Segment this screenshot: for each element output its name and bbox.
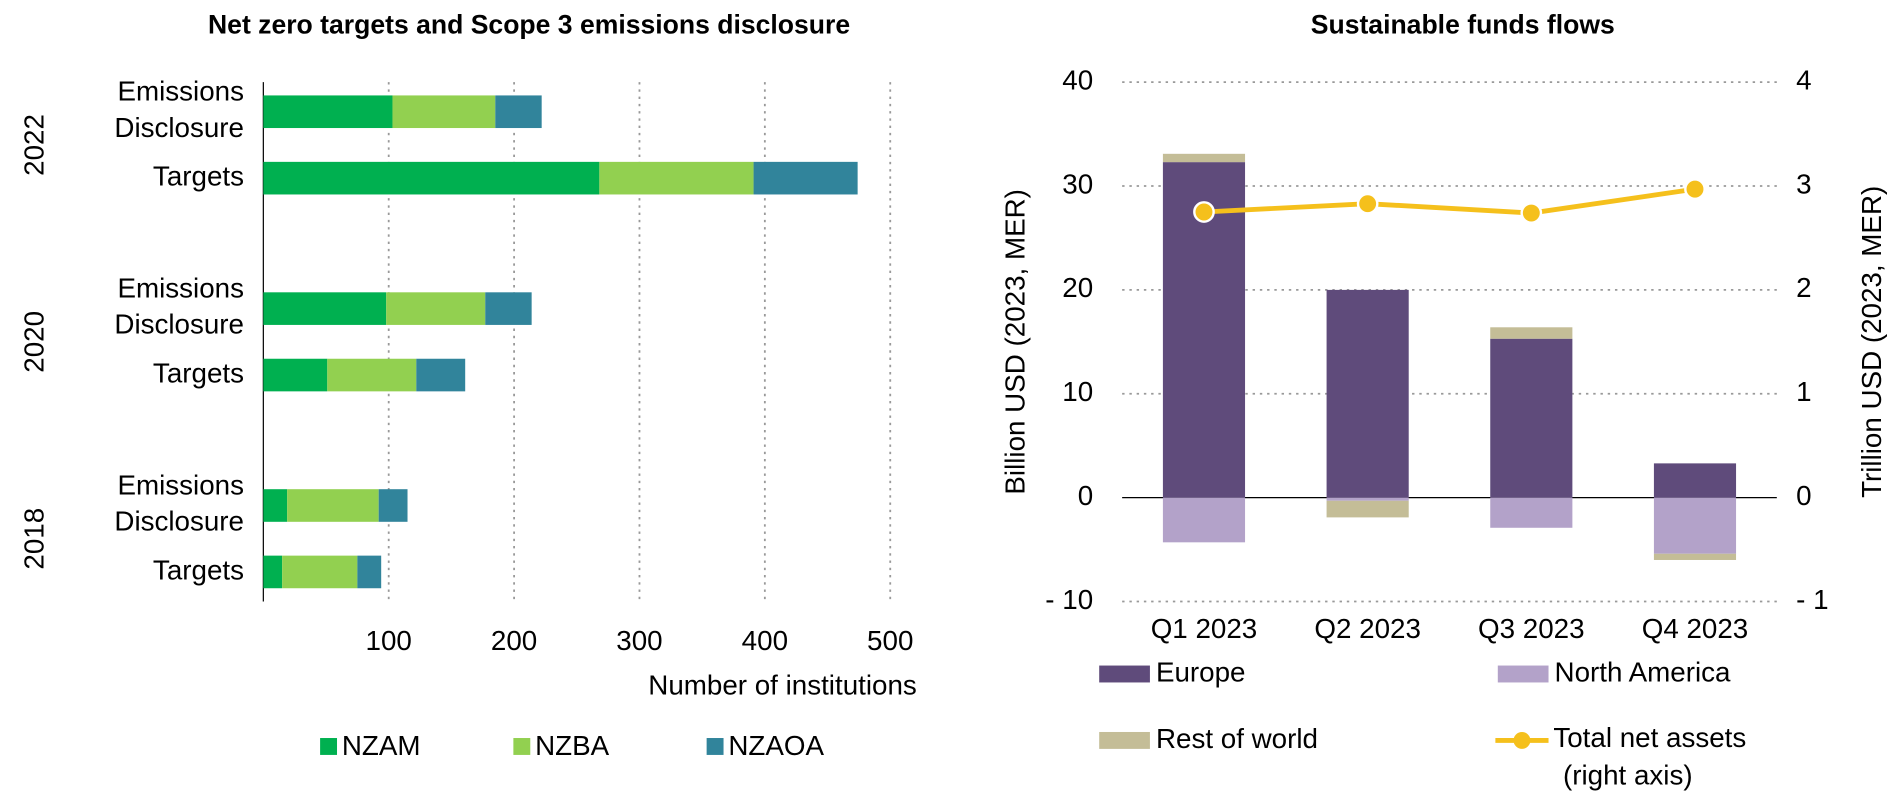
x-tick-label: Q3 2023 [1478, 613, 1585, 644]
legend-swatch [1099, 731, 1150, 749]
bar-segment [1653, 463, 1737, 498]
y2-tick-label: 3 [1796, 168, 1811, 199]
bar-segment [1490, 338, 1573, 498]
x-axis-title: Number of institutions [648, 670, 917, 701]
y2-tick-label: - 1 [1796, 584, 1828, 615]
bar-segment [378, 489, 408, 522]
legend-label: Rest of world [1156, 723, 1318, 754]
bar-segment [263, 358, 328, 392]
legend-label: Europe [1156, 656, 1246, 687]
line-point [1520, 202, 1543, 224]
x-tick-label: Q1 2023 [1151, 613, 1258, 644]
y2-tick-label: 0 [1796, 480, 1811, 511]
row-label: Targets [153, 357, 244, 388]
bar-segment [263, 489, 288, 522]
y-tick-label: 20 [1062, 272, 1093, 303]
x-tick-label: Q2 2023 [1314, 613, 1421, 644]
bar-segment [1162, 153, 1246, 163]
bar-segment [392, 95, 496, 129]
bar-segment [1653, 497, 1737, 554]
y-axis-title: Billion USD (2023, MER) [999, 189, 1030, 495]
y-tick-label: 10 [1062, 376, 1093, 407]
legend-label: NZAM [342, 730, 421, 761]
x-tick-label: 400 [742, 625, 788, 656]
legend-label: NZBA [535, 730, 610, 761]
bar-segment [1490, 497, 1573, 528]
bar-segment [1490, 327, 1573, 339]
y-tick-label: 30 [1062, 168, 1093, 199]
bar-segment [599, 161, 754, 195]
x-tick-label: Q4 2023 [1642, 613, 1749, 644]
right-title: Sustainable funds flows [1311, 10, 1615, 40]
bar-segment [1162, 497, 1246, 543]
bar-segment [282, 555, 358, 589]
x-tick-label: 200 [491, 625, 537, 656]
legend-label: North America [1555, 656, 1731, 687]
line-point [1684, 178, 1706, 201]
bar-segment [416, 358, 466, 392]
bar-segment [263, 95, 393, 129]
legend-marker [1513, 731, 1531, 749]
y2-axis-title: Trillion USD (2023, MER) [1856, 186, 1887, 498]
group-label: 2018 [19, 508, 50, 570]
bar-segment [287, 489, 379, 522]
legend-swatch [1497, 665, 1549, 683]
bar-segment [263, 292, 387, 325]
bar-segment [1326, 289, 1409, 498]
bar-segment [357, 555, 382, 589]
x-tick-label: 300 [616, 625, 662, 656]
row-label: Emissions Disclosure [114, 76, 244, 143]
group-label: 2020 [19, 311, 50, 373]
y2-tick-label: 4 [1796, 64, 1811, 95]
bar-segment [263, 161, 600, 195]
bar-segment [485, 292, 532, 325]
x-tick-label: 100 [366, 625, 412, 656]
y2-tick-label: 2 [1796, 272, 1811, 303]
x-tick-label: 500 [867, 625, 913, 656]
bar-segment [327, 358, 417, 392]
left-title: Net zero targets and Scope 3 emissions d… [208, 10, 850, 40]
row-label: Targets [153, 161, 244, 192]
y-tick-label: 40 [1062, 64, 1093, 95]
bar-segment [263, 555, 283, 589]
line [1203, 186, 1696, 216]
bar-segment [495, 95, 542, 129]
bar-segment [1653, 553, 1737, 560]
bar-segment [753, 161, 858, 195]
line-point [1193, 201, 1215, 223]
y-tick-label: - 10 [1045, 584, 1093, 615]
row-label: Emissions Disclosure [114, 273, 244, 340]
legend-swatch [706, 738, 724, 755]
row-label: Targets [153, 554, 244, 585]
legend-label: Total net assets (right axis) [1553, 722, 1746, 790]
group-label: 2022 [19, 114, 50, 176]
bar-segment [386, 292, 486, 325]
bar-segment [1326, 497, 1409, 501]
legend-swatch [1099, 665, 1150, 683]
legend-label: NZAOA [728, 730, 824, 761]
y-tick-label: 0 [1078, 480, 1093, 511]
row-label: Emissions Disclosure [114, 470, 244, 537]
legend-swatch [513, 738, 531, 755]
y2-tick-label: 1 [1796, 376, 1811, 407]
line-point [1356, 192, 1379, 215]
bar-segment [1326, 500, 1409, 518]
legend-swatch [320, 738, 338, 755]
